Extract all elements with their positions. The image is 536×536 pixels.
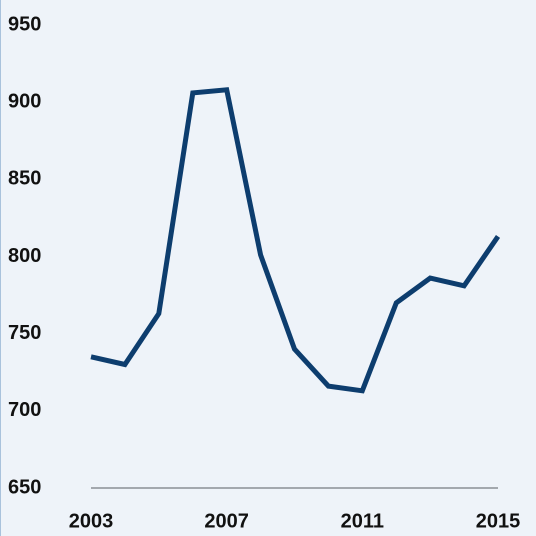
y-tick-label: 900 bbox=[8, 90, 41, 112]
y-tick-label: 750 bbox=[8, 322, 41, 344]
line-series bbox=[90, 87, 501, 394]
y-tick-label: 700 bbox=[8, 399, 41, 421]
x-tick-label: 2015 bbox=[476, 510, 521, 532]
y-tick-label: 650 bbox=[8, 476, 41, 498]
y-tick-label: 950 bbox=[8, 13, 41, 35]
y-tick-label: 800 bbox=[8, 245, 41, 267]
y-tick-label: 850 bbox=[8, 168, 41, 190]
x-tick-label: 2007 bbox=[204, 510, 249, 532]
x-tick-label: 2011 bbox=[341, 510, 384, 532]
x-tick-label: 2003 bbox=[69, 510, 114, 532]
